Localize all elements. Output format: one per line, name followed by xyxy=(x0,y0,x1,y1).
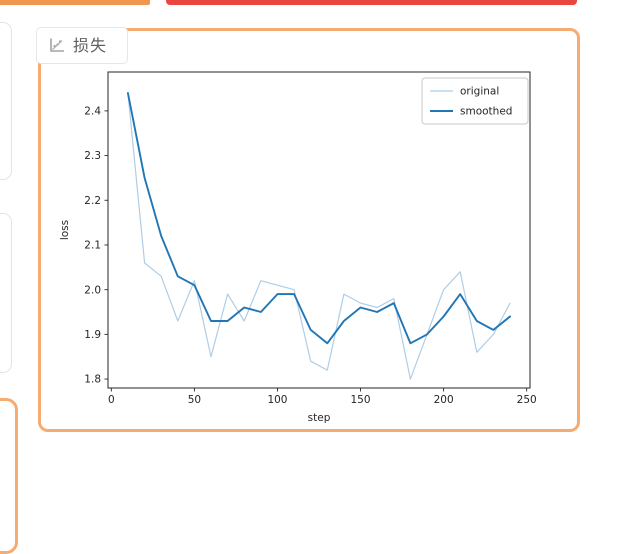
y-tick-label: 1.8 xyxy=(84,374,101,386)
left-partial-card-1 xyxy=(0,22,12,180)
x-tick-label: 0 xyxy=(108,394,115,406)
tab-loss[interactable]: 损失 xyxy=(36,27,128,64)
x-tick-label: 200 xyxy=(434,394,454,406)
y-tick-label: 2.3 xyxy=(84,150,101,162)
legend-box xyxy=(421,77,529,125)
x-tick-label: 150 xyxy=(351,394,371,406)
y-tick-label: 2.1 xyxy=(84,240,101,252)
y-tick-label: 1.9 xyxy=(84,329,101,341)
tab-loss-label: 损失 xyxy=(73,35,108,55)
plot-spines xyxy=(107,71,531,389)
y-axis-label: loss xyxy=(59,220,71,240)
x-tick-label: 250 xyxy=(517,394,537,406)
scatter-chart-icon xyxy=(48,37,65,54)
top-red-accent-bar xyxy=(166,0,577,5)
loss-chart: 0 50 100 150 200 250 1.8 1.9 2.0 2.1 2.2 2.3 2.4 step… xyxy=(59,71,537,424)
legend-label-original: original xyxy=(460,86,499,98)
screen: { "accents": { "top_left_bar_color": "#f… xyxy=(0,0,580,554)
y-tick-label: 2.0 xyxy=(84,284,101,296)
left-partial-card-2 xyxy=(0,213,12,373)
top-left-accent-bar xyxy=(0,0,150,5)
x-axis-label: step xyxy=(308,412,331,424)
original-line xyxy=(127,92,511,380)
bottom-left-partial-panel xyxy=(0,398,18,554)
x-tick-label: 100 xyxy=(267,394,287,406)
y-tick-label: 2.4 xyxy=(84,105,101,117)
smoothed-line xyxy=(126,92,512,345)
legend-label-smoothed: smoothed xyxy=(460,106,512,118)
x-tick-label: 50 xyxy=(188,394,201,406)
y-tick-label: 2.2 xyxy=(84,195,101,207)
